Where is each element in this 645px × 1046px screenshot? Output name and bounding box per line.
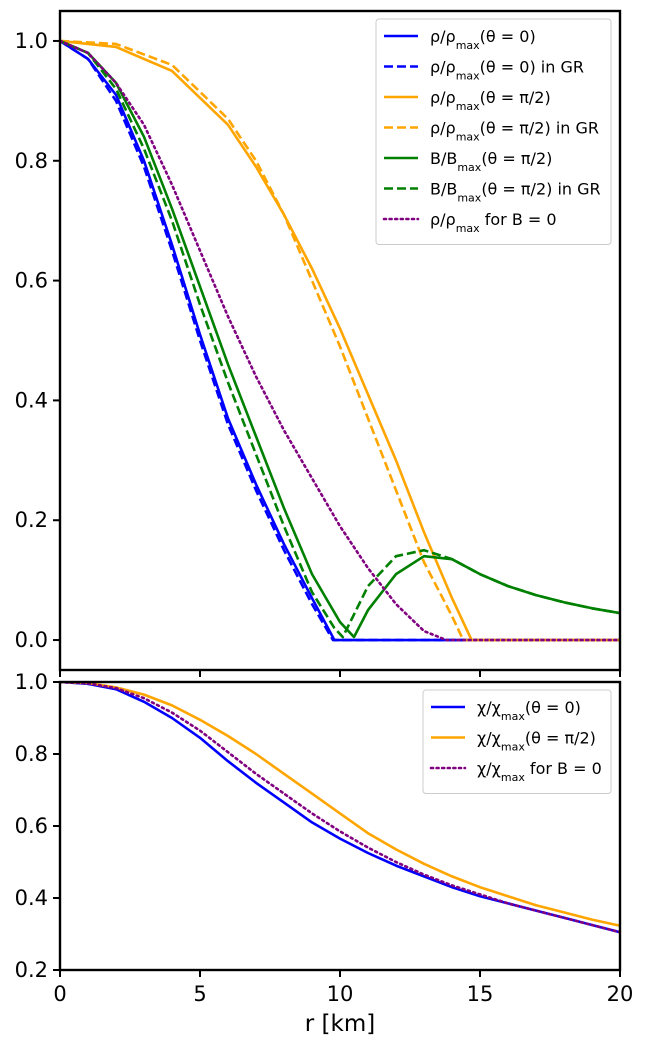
y-tick-label: 0.8: [15, 742, 48, 766]
x-tick-label: 15: [467, 982, 494, 1006]
y-tick-label: 0.0: [15, 628, 48, 652]
x-tick-label: 20: [607, 982, 634, 1006]
legend-entry: B/Bmax(θ = π/2) in GR: [430, 180, 601, 205]
legend-entry: B/Bmax(θ = π/2): [430, 149, 552, 174]
legend-entry: ρ/ρmax(θ = π/2): [430, 88, 551, 113]
series-group: [60, 682, 620, 934]
series-line-1: [60, 39, 620, 642]
y-tick-label: 1.0: [15, 29, 48, 53]
series-line-6: [60, 39, 620, 642]
series-line-5: [60, 39, 620, 639]
x-tick-label: 5: [193, 982, 206, 1006]
legend: χ/χmax(θ = 0) χ/χmax(θ = π/2) χ/χmax for B…: [422, 689, 612, 794]
legend-entry: χ/χmax(θ = 0): [477, 698, 581, 723]
legend-entry: χ/χmax for B = 0: [477, 759, 602, 784]
top-panel: 0.00.20.40.60.81.0 ρ/ρmax(θ = 0)ρ/ρmax(θ …: [15, 9, 622, 677]
series-line-3: [60, 39, 620, 642]
legend-entry: ρ/ρmax(θ = 0) in GR: [430, 58, 584, 83]
series-line-2: [60, 39, 620, 642]
legend: ρ/ρmax(θ = 0) ρ/ρmax(θ = 0) in GR ρ/ρmax(θ…: [375, 18, 612, 245]
x-tick-label: 10: [327, 982, 354, 1006]
legend-box: [422, 689, 612, 794]
legend-entry: ρ/ρmax for B = 0: [430, 210, 557, 235]
series-line-1: [60, 682, 620, 927]
legend-box: [375, 18, 612, 245]
legend-entry: ρ/ρmax(θ = 0): [430, 27, 536, 52]
y-tick-label: 0.8: [15, 149, 48, 173]
series-group: [60, 39, 620, 642]
y-tick-label: 0.2: [15, 958, 48, 982]
y-tick-label: 1.0: [15, 670, 48, 694]
series-line-2: [60, 682, 620, 934]
y-tick-label: 0.4: [15, 886, 48, 910]
y-tick-label: 0.4: [15, 388, 48, 412]
x-axis-label: r [km]: [305, 1011, 375, 1037]
legend-entry: χ/χmax(θ = π/2): [477, 729, 596, 754]
bottom-panel: 0.2 0.4 0.6 0.8 1.0 0 5 10 15 20 r [km] χ/χmax(θ = …: [15, 670, 634, 1037]
legend-entry: ρ/ρmax(θ = π/2) in GR: [430, 119, 599, 144]
y-tick-label: 0.2: [15, 508, 48, 532]
y-tick-label: 0.6: [15, 814, 48, 838]
y-tick-label: 0.6: [15, 269, 48, 293]
x-tick-label: 0: [53, 982, 66, 1006]
